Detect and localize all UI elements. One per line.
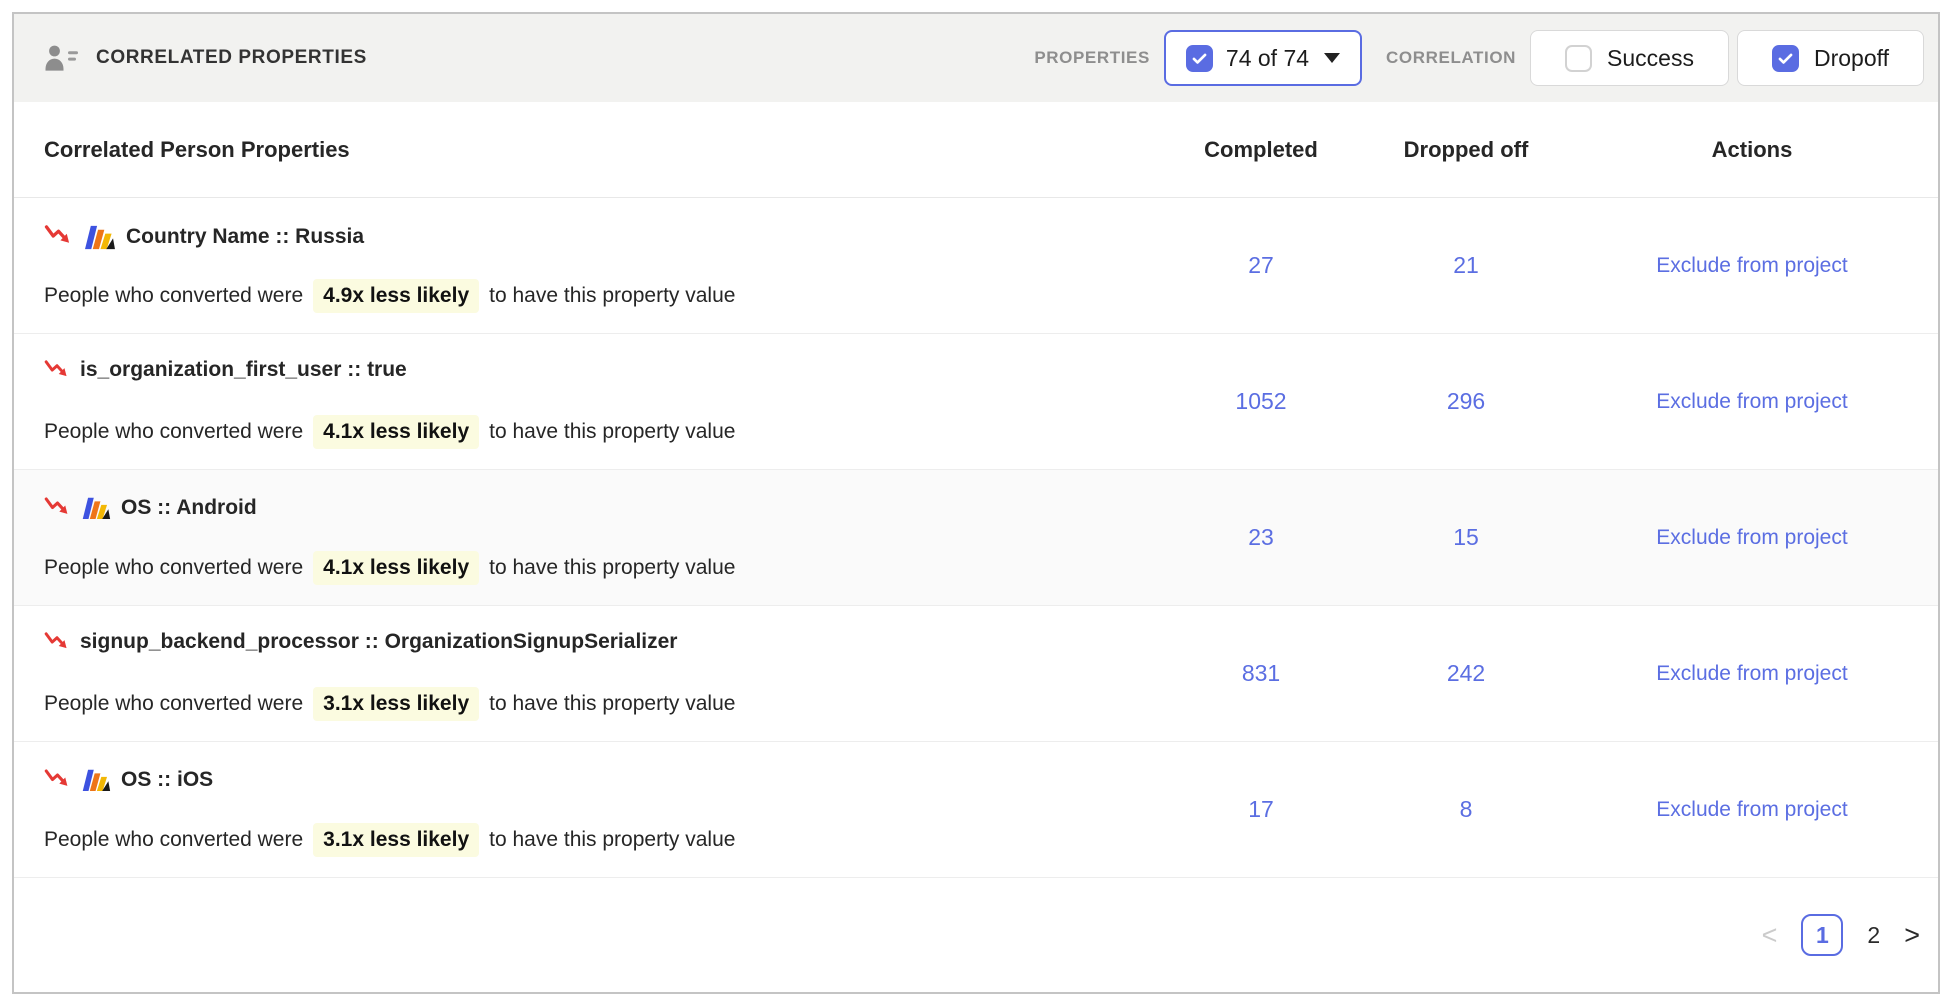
dropped-off-count[interactable]: 242 [1446,660,1486,686]
property-description: People who converted were 3.1x less like… [44,823,1136,857]
dropoff-toggle-button[interactable]: Dropoff [1736,30,1924,86]
column-header-actions: Actions [1711,136,1793,162]
property-description: People who converted were 3.1x less like… [44,687,1136,721]
dropped-off-count[interactable]: 15 [1453,524,1479,550]
table-row: OS :: Android People who converted were … [14,470,1938,606]
pagination-next-icon[interactable]: > [1904,919,1920,950]
property-cell: OS :: Android People who converted were … [14,470,1156,605]
correlation-label: CORRELATION [1386,48,1517,67]
properties-dropdown-value: 74 of 74 [1225,44,1310,71]
exclude-from-project-link[interactable]: Exclude from project [1656,389,1848,413]
exclude-from-project-link[interactable]: Exclude from project [1656,525,1848,549]
caret-down-icon [1324,53,1341,63]
table-row: signup_backend_processor :: Organization… [14,606,1938,742]
success-checkbox[interactable] [1565,44,1593,72]
pagination-prev-icon[interactable]: < [1761,919,1778,950]
column-header-properties: Correlated Person Properties [44,136,350,162]
pagination-page-1[interactable]: 1 [1801,914,1844,956]
trend-down-icon [44,496,68,514]
property-cell: Country Name :: Russia People who conver… [14,198,1156,333]
exclude-from-project-link[interactable]: Exclude from project [1656,253,1848,277]
success-toggle-button[interactable]: Success [1530,30,1729,86]
property-description: People who converted were 4.1x less like… [44,551,1136,585]
pagination-page-2[interactable]: 2 [1867,921,1881,948]
completed-count[interactable]: 831 [1241,660,1281,686]
dropped-off-count[interactable]: 21 [1453,252,1479,278]
column-header-dropped-off: Dropped off [1403,136,1529,162]
bar-chart-icon [82,497,111,519]
dropped-off-count[interactable]: 8 [1459,796,1473,822]
property-cell: OS :: iOS People who converted were 3.1x… [14,742,1156,877]
trend-down-icon [44,631,67,648]
correlated-properties-card: CORRELATED PROPERTIES PROPERTIES 74 of 7… [12,12,1940,994]
property-cell: signup_backend_processor :: Organization… [14,606,1156,741]
likelihood-badge: 3.1x less likely [313,823,480,857]
table-footer: < 1 2 > [14,878,1938,992]
completed-count[interactable]: 1052 [1235,388,1287,414]
dropoff-toggle-label: Dropoff [1813,44,1889,71]
pagination: < 1 2 > [1762,914,1920,956]
column-header-completed: Completed [1204,136,1318,162]
property-cell: is_organization_first_user :: true Peopl… [14,334,1156,469]
table-row: OS :: iOS People who converted were 3.1x… [14,742,1938,878]
bar-chart-icon [82,769,111,791]
completed-count[interactable]: 23 [1248,524,1274,550]
dropoff-checkbox[interactable] [1771,44,1799,72]
completed-count[interactable]: 17 [1248,796,1274,822]
trend-down-icon [44,359,67,376]
property-title: is_organization_first_user :: true [80,358,407,381]
trend-down-icon [44,768,68,786]
topbar: CORRELATED PROPERTIES PROPERTIES 74 of 7… [14,14,1938,102]
completed-count[interactable]: 27 [1248,252,1274,278]
exclude-from-project-link[interactable]: Exclude from project [1656,797,1848,821]
dropped-off-count[interactable]: 296 [1446,388,1486,414]
bar-chart-icon [85,225,115,250]
property-title: Country Name :: Russia [126,224,365,248]
properties-label: PROPERTIES [1034,48,1150,67]
exclude-from-project-link[interactable]: Exclude from project [1656,661,1848,685]
property-title: signup_backend_processor :: Organization… [80,630,678,653]
property-title: OS :: iOS [121,767,214,791]
likelihood-badge: 4.9x less likely [313,279,480,313]
table-row: Country Name :: Russia People who conver… [14,198,1938,334]
properties-dropdown[interactable]: 74 of 74 [1163,30,1363,86]
likelihood-badge: 3.1x less likely [313,687,480,721]
properties-checkbox[interactable] [1185,44,1213,72]
property-description: People who converted were 4.1x less like… [44,415,1136,449]
success-toggle-label: Success [1607,44,1694,71]
table-row: is_organization_first_user :: true Peopl… [14,334,1938,470]
property-title: OS :: Android [121,495,257,519]
person-properties-icon [45,45,78,71]
property-description: People who converted were 4.9x less like… [44,279,1136,313]
likelihood-badge: 4.1x less likely [313,415,480,449]
likelihood-badge: 4.1x less likely [313,551,480,585]
panel-title: CORRELATED PROPERTIES [96,47,367,68]
trend-down-icon [44,225,70,243]
table-header: Correlated Person Properties Completed D… [14,102,1938,198]
